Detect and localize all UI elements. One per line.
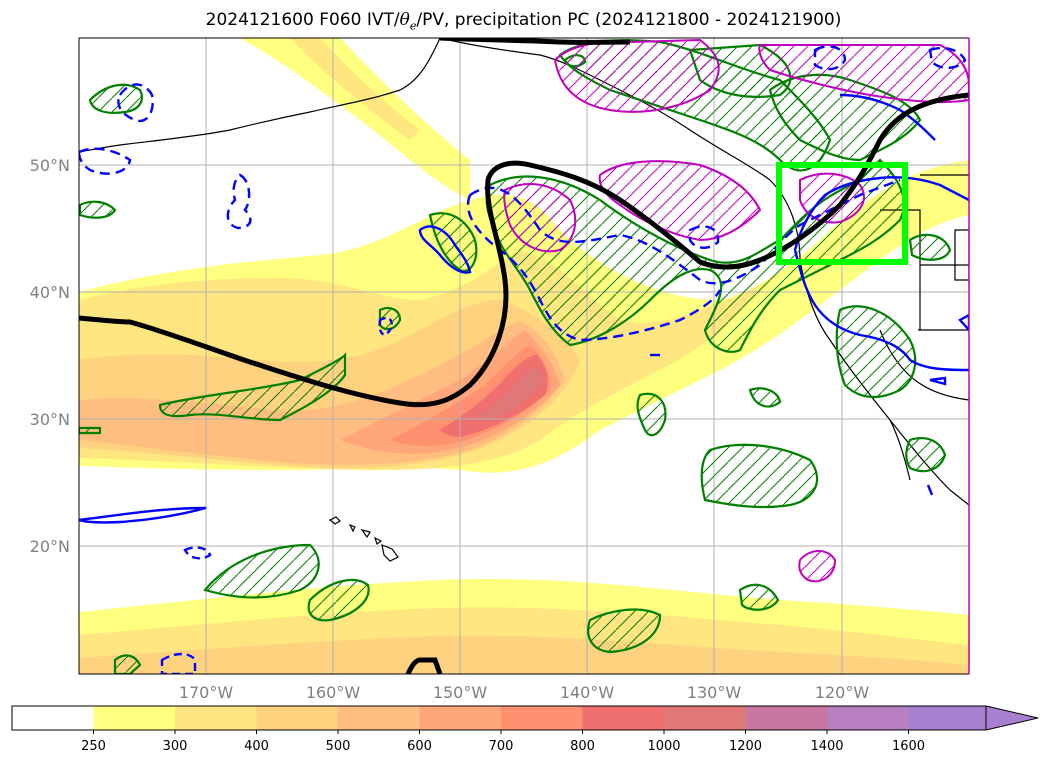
colorbar-tick-label: 800 [570, 739, 595, 754]
colorbar-tick-label: 250 [81, 739, 106, 754]
lat-label-50: 50°N [30, 156, 70, 175]
colorbar-tick-label: 1400 [810, 739, 843, 754]
colorbar-tick-label: 400 [244, 739, 269, 754]
lon-label-140w: 140°W [560, 683, 615, 702]
colorbar-segment [175, 706, 257, 730]
ivt-1000-region [480, 368, 543, 420]
colorbar-segment [93, 706, 176, 730]
colorbar-tick-label: 300 [163, 739, 188, 754]
lat-label-40: 40°N [30, 283, 70, 302]
colorbar-tick-label: 600 [407, 739, 432, 754]
colorbar-segment [664, 706, 746, 730]
figure-title: 2024121600 F060 IVT/θe/PV, precipitation… [205, 10, 842, 33]
ivt-700-region [390, 345, 551, 446]
colorbar-segment [12, 706, 94, 730]
lon-label-160w: 160°W [306, 683, 361, 702]
highlight-box [776, 162, 908, 265]
ivt-800-region [440, 355, 548, 437]
pv-contours [503, 38, 969, 583]
lat-label-30: 30°N [30, 410, 70, 429]
colorbar-segment [582, 706, 665, 730]
lon-label-120w: 120°W [815, 683, 870, 702]
ivt-thick-contour [79, 38, 969, 674]
colorbar-outline [11, 705, 986, 731]
colorbar-tick-label: 1200 [729, 739, 762, 754]
colorbar-segment [256, 706, 339, 730]
hawaii-islands [328, 516, 399, 562]
colorbar-tick-label: 1000 [647, 739, 680, 754]
lon-label-170w: 170°W [179, 683, 234, 702]
colorbar-extend-arrow [985, 705, 1039, 731]
colorbar-segment [908, 706, 991, 730]
colorbar-segment [827, 706, 909, 730]
colorbar-segment [501, 706, 583, 730]
colorbar-tick-label: 700 [489, 739, 514, 754]
colorbar-tick-label: 1600 [892, 739, 925, 754]
colorbar-segment [745, 706, 828, 730]
theta-e-contours [79, 45, 969, 674]
colorbar-segment [419, 706, 502, 730]
ivt-nw-inner-region [290, 38, 420, 140]
colorbar-segment [338, 706, 420, 730]
colorbar: 250 300 400 500 600 700 800 1000 1200 1400 1600 [11, 705, 1039, 754]
lat-label-20: 20°N [30, 537, 70, 556]
lon-label-150w: 150°W [433, 683, 488, 702]
ivt-south-400-region [79, 635, 969, 674]
ivt-nw-region [240, 38, 470, 200]
lon-label-130w: 130°W [687, 683, 742, 702]
colorbar-tick-label: 500 [326, 739, 351, 754]
